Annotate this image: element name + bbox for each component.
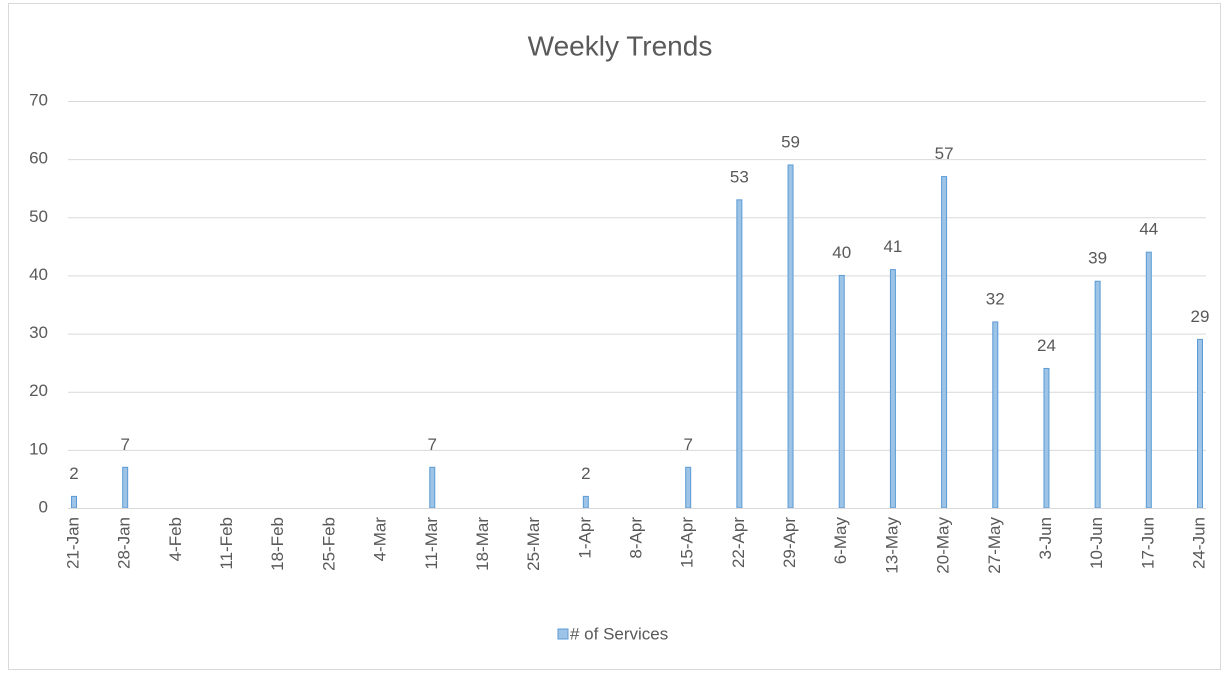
bar bbox=[838, 274, 845, 509]
data-label: 57 bbox=[935, 144, 954, 163]
bar bbox=[889, 269, 896, 509]
data-label: 7 bbox=[428, 435, 437, 454]
data-label: 41 bbox=[883, 237, 902, 256]
bar bbox=[787, 164, 794, 509]
legend-swatch bbox=[557, 628, 569, 640]
x-tick-label: 25-Feb bbox=[319, 517, 338, 571]
chart-title: Weekly Trends bbox=[528, 30, 713, 61]
chart-frame bbox=[8, 3, 1221, 670]
data-label: 32 bbox=[986, 289, 1005, 308]
bar bbox=[71, 495, 77, 509]
y-tick-label: 20 bbox=[29, 381, 48, 400]
bar bbox=[122, 466, 129, 509]
y-tick-label: 40 bbox=[29, 265, 48, 284]
bar bbox=[941, 176, 948, 509]
x-tick-label: 1-Apr bbox=[575, 517, 594, 559]
x-tick-label: 4-Feb bbox=[166, 517, 185, 561]
data-label: 2 bbox=[581, 464, 590, 483]
x-tick-label: 3-Jun bbox=[1036, 517, 1055, 560]
y-tick-label: 70 bbox=[29, 90, 48, 109]
x-tick-label: 15-Apr bbox=[678, 517, 697, 568]
x-tick-label: 25-Mar bbox=[524, 517, 543, 571]
y-tick-label: 60 bbox=[29, 149, 48, 168]
data-label: 24 bbox=[1037, 336, 1056, 355]
bar bbox=[1197, 338, 1203, 509]
data-label: 40 bbox=[832, 243, 851, 262]
data-label: 29 bbox=[1191, 307, 1210, 326]
x-tick-label: 8-Apr bbox=[626, 517, 645, 559]
legend-label: # of Services bbox=[570, 624, 668, 643]
x-tick-label: 4-Mar bbox=[371, 517, 390, 562]
bar bbox=[736, 199, 743, 509]
bar bbox=[429, 466, 436, 509]
data-label: 2 bbox=[69, 464, 78, 483]
x-tick-label: 29-Apr bbox=[780, 517, 799, 568]
data-label: 39 bbox=[1088, 249, 1107, 268]
x-tick-label: 27-May bbox=[985, 517, 1004, 574]
x-tick-label: 21-Jan bbox=[63, 517, 82, 569]
y-tick-label: 0 bbox=[39, 497, 48, 516]
data-label: 59 bbox=[781, 132, 800, 151]
bar bbox=[1145, 251, 1152, 509]
bar bbox=[582, 495, 589, 509]
x-tick-label: 18-Mar bbox=[473, 517, 492, 571]
x-tick-label: 11-Feb bbox=[217, 517, 236, 570]
data-label: 7 bbox=[120, 435, 129, 454]
bar bbox=[992, 321, 999, 509]
x-tick-label: 28-Jan bbox=[115, 517, 134, 569]
bar bbox=[1094, 280, 1101, 509]
x-tick-label: 18-Feb bbox=[268, 517, 287, 571]
data-label: 53 bbox=[730, 167, 749, 186]
x-tick-label: 20-May bbox=[934, 517, 953, 574]
data-label: 7 bbox=[683, 435, 692, 454]
x-tick-label: 10-Jun bbox=[1087, 517, 1106, 569]
x-tick-label: 6-May bbox=[831, 517, 850, 565]
bar bbox=[685, 466, 692, 509]
x-tick-label: 13-May bbox=[882, 517, 901, 574]
bar bbox=[1043, 367, 1050, 509]
y-tick-label: 30 bbox=[29, 323, 48, 342]
x-tick-label: 22-Apr bbox=[729, 517, 748, 568]
data-label: 44 bbox=[1139, 220, 1158, 239]
y-tick-label: 50 bbox=[29, 207, 48, 226]
x-tick-label: 17-Jun bbox=[1138, 517, 1157, 569]
y-tick-label: 10 bbox=[29, 439, 48, 458]
x-tick-label: 24-Jun bbox=[1189, 517, 1208, 569]
x-tick-label: 11-Mar bbox=[422, 517, 441, 570]
